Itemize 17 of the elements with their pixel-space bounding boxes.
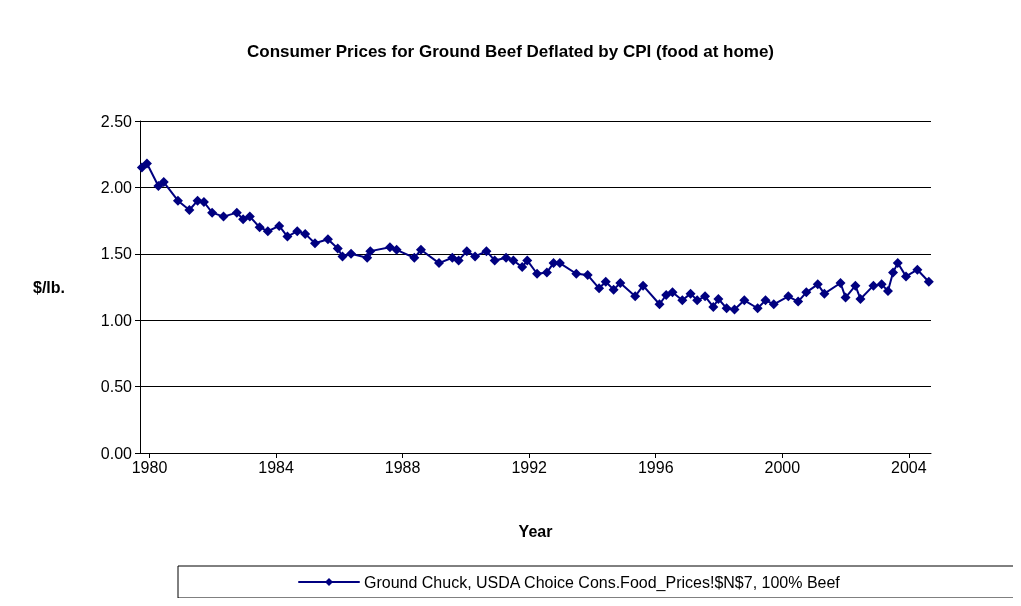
- x-tick-label: 2004: [891, 458, 927, 476]
- y-tick-label: 0.50: [100, 378, 133, 396]
- x-tick-label: 1996: [637, 458, 674, 476]
- y-tick-label: 1.00: [100, 311, 133, 329]
- x-tick-label: 1984: [258, 458, 294, 476]
- x-axis-title: Year: [518, 522, 553, 540]
- x-tick-label: 1980: [131, 458, 168, 476]
- y-tick-label: 2.50: [100, 112, 133, 130]
- y-axis-title: $/lb.: [32, 278, 65, 296]
- y-tick-label: 0.00: [100, 444, 133, 462]
- y-tick-label: 1.50: [100, 245, 133, 263]
- legend-label: Ground Chuck, USDA Choice Cons.Food_Prices!$N$7, 100% Beef: [364, 573, 841, 592]
- x-tick-label: 1988: [384, 458, 421, 476]
- chart-title: Consumer Prices for Ground Beef Deflated by CPI (food at home): [246, 42, 775, 61]
- x-tick-label: 2000: [764, 458, 801, 476]
- y-tick-label: 2.00: [100, 178, 133, 196]
- x-tick-label: 1992: [511, 458, 548, 476]
